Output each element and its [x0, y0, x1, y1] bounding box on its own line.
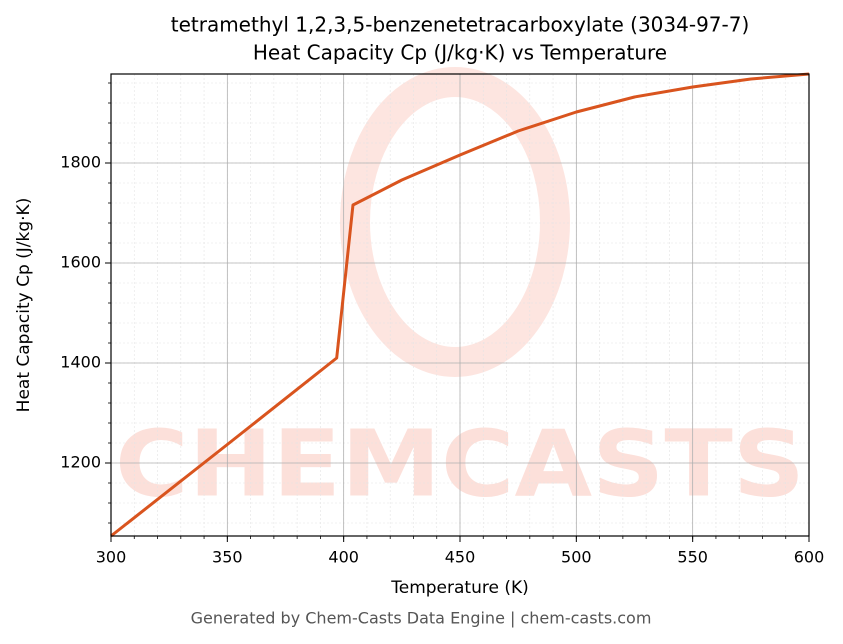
footer: Generated by Chem-Casts Data Engine | ch… [191, 609, 652, 628]
x-tick-label: 300 [96, 548, 127, 567]
x-tick-label: 400 [328, 548, 359, 567]
watermark-logo [340, 67, 570, 377]
x-tick-label: 450 [445, 548, 476, 567]
x-tick-label: 550 [677, 548, 708, 567]
y-tick-label: 1800 [60, 153, 101, 172]
x-tick-label: 350 [212, 548, 243, 567]
chart-subtitle: Heat Capacity Cp (J/kg·K) vs Temperature [253, 41, 667, 65]
plot-frame [110, 73, 810, 537]
chart-title: tetramethyl 1,2,3,5-benzenetetracarboxyl… [171, 13, 750, 37]
x-tick-label: 500 [561, 548, 592, 567]
y-tick-label: 1600 [60, 253, 101, 272]
y-tick-label: 1400 [60, 353, 101, 372]
x-axis-label: Temperature (K) [390, 578, 529, 598]
y-tick-label: 1200 [60, 453, 101, 472]
y-axis-label: Heat Capacity Cp (J/kg·K) [14, 198, 34, 413]
x-tick-label: 600 [794, 548, 825, 567]
data-line [110, 72, 810, 538]
